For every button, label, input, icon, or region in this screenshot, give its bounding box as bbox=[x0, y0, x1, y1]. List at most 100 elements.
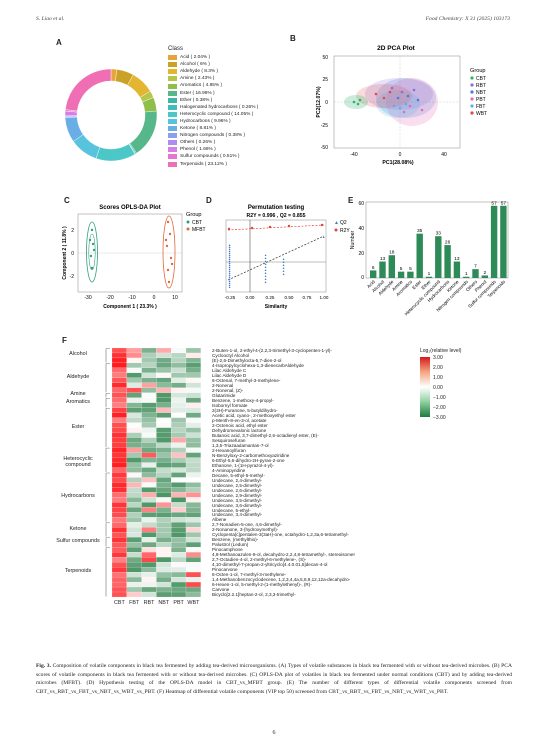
heatmap-cell bbox=[185, 437, 201, 443]
perm-r2y-point bbox=[287, 224, 291, 228]
heatmap-cell bbox=[111, 412, 127, 418]
heatmap-cell bbox=[185, 392, 201, 398]
heatmap-cell bbox=[126, 372, 142, 378]
bar-ytick: 20 bbox=[358, 251, 364, 257]
perm-q2-point: ▲ bbox=[264, 256, 267, 260]
class-legend-label: Others ( 0.26% ) bbox=[180, 140, 216, 146]
heatmap-cell bbox=[185, 586, 201, 593]
heatmap-cell bbox=[171, 377, 187, 383]
heatmap-cell bbox=[156, 542, 172, 548]
bar-value: 5 bbox=[400, 266, 403, 272]
color-scale-tick: −3.00 bbox=[433, 415, 446, 421]
color-scale-tick: 0.00 bbox=[433, 385, 443, 391]
heatmap-group-label: Heterocyclic compound bbox=[63, 456, 93, 469]
heatmap-cell bbox=[185, 382, 201, 388]
opls-point-mfbt bbox=[165, 244, 169, 248]
perm-xtick: 1.00 bbox=[320, 295, 329, 300]
opls-point-mfbt bbox=[170, 262, 174, 266]
heatmap-cell bbox=[111, 382, 127, 388]
heatmap-cell bbox=[126, 382, 142, 388]
heatmap-cell bbox=[111, 512, 127, 518]
opls-xlabel: Component 1 ( 23.3% ) bbox=[103, 304, 157, 310]
heatmap-cell bbox=[141, 507, 157, 513]
heatmap-group-label: Aldehyde bbox=[66, 373, 90, 380]
perm-q2-point: ▲ bbox=[228, 281, 231, 285]
heatmap-cell bbox=[141, 392, 157, 398]
bar-value: 7 bbox=[474, 264, 477, 270]
heatmap-cell bbox=[185, 527, 201, 533]
perm-r2y-line bbox=[227, 224, 325, 231]
heatmap-cell bbox=[185, 507, 201, 513]
pca-point bbox=[392, 104, 396, 108]
heatmap-cell bbox=[185, 457, 201, 463]
heatmap-cell bbox=[111, 472, 127, 478]
heatmap-cell bbox=[171, 557, 187, 563]
heatmap-cell bbox=[171, 467, 187, 473]
heatmap-cell bbox=[141, 412, 157, 418]
heatmap-cell bbox=[126, 407, 142, 413]
heatmap-cell bbox=[185, 562, 201, 568]
perm-q2-point: ▲ bbox=[264, 262, 267, 266]
class-legend-item: Phenol ( 1.66% ) bbox=[168, 146, 258, 153]
heatmap-cell bbox=[111, 402, 127, 408]
heatmap-cell bbox=[171, 422, 187, 428]
perm-q2-point: ▲ bbox=[228, 257, 231, 261]
bar-ytick: 0 bbox=[361, 275, 364, 281]
heatmap-cell bbox=[141, 402, 157, 408]
heatmap-cell bbox=[141, 557, 157, 563]
class-legend-swatch bbox=[168, 55, 177, 61]
heatmap-cell bbox=[171, 537, 187, 543]
bar-value: 1 bbox=[428, 271, 431, 277]
perm-r2y-point bbox=[320, 223, 324, 227]
pca-point bbox=[388, 90, 392, 94]
compound-label: Undecane, 3,5-dimethyl- bbox=[212, 497, 263, 503]
class-legend-title: Class bbox=[168, 46, 184, 52]
heatmap bbox=[105, 347, 201, 598]
heatmap-cell bbox=[141, 472, 157, 478]
heatmap-group-label: Hydrocarbons bbox=[61, 493, 95, 500]
heatmap-cell bbox=[171, 407, 187, 413]
heatmap-cell bbox=[111, 452, 127, 458]
class-legend-swatch bbox=[168, 69, 177, 75]
pca-ytick: 50 bbox=[322, 55, 328, 61]
heatmap-cell bbox=[156, 467, 172, 473]
class-legend-swatch bbox=[168, 161, 177, 167]
donut-slice-15 bbox=[65, 68, 112, 112]
perm-q2-point: ▲ bbox=[282, 260, 285, 264]
heatmap-cell bbox=[156, 392, 172, 398]
class-legend-item: Halogenated hydrocarbons ( 0.26% ) bbox=[168, 104, 258, 111]
heatmap-cell bbox=[141, 572, 157, 578]
class-legend-swatch bbox=[168, 154, 177, 160]
heatmap-cell bbox=[111, 417, 127, 423]
heatmap-cell bbox=[185, 412, 201, 418]
heatmap-cell bbox=[156, 532, 172, 538]
opls-xtick: -20 bbox=[106, 295, 113, 301]
color-scale-tick: −1.00 bbox=[433, 395, 446, 401]
heatmap-cell bbox=[111, 547, 127, 553]
heatmap-cell bbox=[171, 437, 187, 443]
class-legend-label: Ester ( 16.99% ) bbox=[180, 90, 215, 96]
pca-legend-swatch bbox=[470, 90, 474, 94]
heatmap-cell bbox=[111, 422, 127, 428]
heatmap-cell bbox=[111, 462, 127, 468]
heatmap-cell bbox=[156, 591, 172, 598]
opls-point-mfbt bbox=[168, 232, 172, 236]
compound-label: 2-Octenoic acid, ethyl ester bbox=[212, 422, 268, 428]
figure-caption: Fig. 3. Composition of volatile componen… bbox=[36, 662, 512, 696]
pca-point bbox=[420, 108, 424, 112]
heatmap-cell bbox=[185, 497, 201, 503]
perm-xtick: 0.25 bbox=[266, 295, 275, 300]
heatmap-cell bbox=[156, 547, 172, 553]
pca-point bbox=[416, 98, 420, 102]
class-legend-item: Hydrocarbons ( 9.96% ) bbox=[168, 118, 258, 125]
opls-point-mfbt bbox=[166, 268, 170, 272]
class-legend-swatch bbox=[168, 133, 177, 139]
heatmap-cell bbox=[141, 512, 157, 518]
heatmap-cell bbox=[156, 522, 172, 528]
heatmap-cell bbox=[171, 552, 187, 558]
heatmap-cell bbox=[171, 412, 187, 418]
pca-point bbox=[356, 102, 360, 106]
heatmap-cell bbox=[141, 347, 157, 354]
heatmap-cell bbox=[141, 432, 157, 438]
heatmap-cell bbox=[126, 427, 142, 433]
